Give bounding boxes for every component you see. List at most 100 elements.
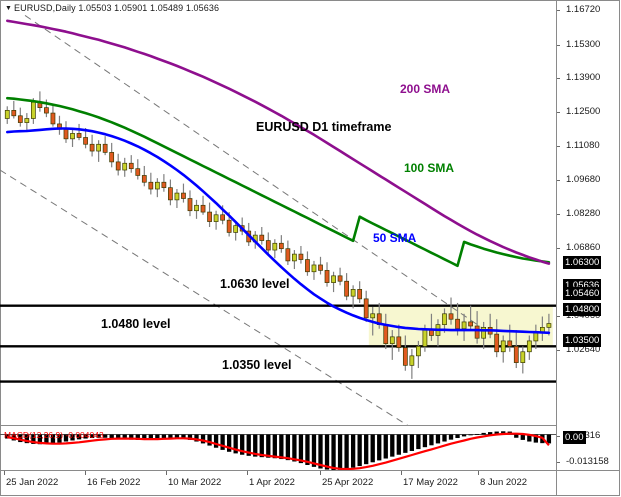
axis-tick <box>557 435 560 437</box>
candle-body <box>468 321 473 327</box>
candle-body <box>429 329 434 336</box>
price-axis-label: 1.13900 <box>557 72 600 83</box>
price-axis-label-highlighted: 1.06300 <box>563 256 602 269</box>
macd-histogram-bar <box>527 434 532 442</box>
macd-histogram-bar <box>357 434 362 467</box>
axis-tick <box>557 349 560 351</box>
annotation-level-1-0350: 1.0350 level <box>222 358 292 372</box>
macd-histogram-bar <box>246 434 251 456</box>
macd-signal-line <box>7 432 550 470</box>
annotation-chart-title: EURUSD D1 timeframe <box>256 120 392 134</box>
macd-histogram-bar <box>240 434 245 455</box>
candle-body <box>513 345 519 363</box>
candle-body <box>416 345 421 357</box>
macd-histogram-bar <box>266 434 271 458</box>
macd-histogram-bar <box>24 434 29 444</box>
candle-body <box>409 355 415 366</box>
candle-body <box>96 143 101 152</box>
sma-line-100-sma <box>6 96 551 268</box>
macd-histogram-bar <box>31 434 36 444</box>
macd-histogram-bar <box>350 434 356 468</box>
time-axis-label: 25 Jan 2022 <box>6 477 59 488</box>
candle-body <box>148 181 154 190</box>
macd-histogram-bar <box>292 434 297 462</box>
macd-histogram-bar <box>546 434 552 444</box>
axis-tick <box>557 247 560 249</box>
candle-body <box>207 211 212 222</box>
time-axis-label: 25 Apr 2022 <box>322 477 374 488</box>
price-axis-label: 1.08280 <box>557 208 601 219</box>
macd-histogram-bar <box>57 434 62 443</box>
lower-trendline <box>0 169 409 425</box>
candle-body <box>363 298 369 319</box>
price-axis-label-text: 1.06860 <box>566 242 601 253</box>
candle-body <box>83 137 88 145</box>
macd-histogram-bar <box>102 434 108 438</box>
candle-body <box>154 181 160 190</box>
macd-histogram-bar <box>455 434 460 439</box>
macd-histogram-bar <box>488 432 493 435</box>
macd-indicator-panel[interactable] <box>0 426 556 470</box>
candle-body <box>115 161 121 171</box>
macd-histogram-bar <box>226 434 232 452</box>
macd-histogram-bar <box>324 434 330 470</box>
macd-histogram-bar <box>285 434 291 461</box>
price-axis-label: 1.16720 <box>557 4 600 15</box>
price-axis-label: 1.11080 <box>557 140 600 151</box>
candle-body <box>259 234 265 241</box>
macd-histogram-bar <box>279 434 284 460</box>
macd-histogram-bar <box>383 434 388 459</box>
macd-histogram-bar <box>18 434 23 443</box>
time-axis-label: 17 May 2022 <box>403 477 458 488</box>
macd-histogram-bar <box>194 434 199 442</box>
macd-histogram-bar <box>318 434 323 469</box>
candle-body <box>233 225 239 233</box>
candle-body <box>70 133 75 140</box>
macd-axis-label: -0.013158 <box>557 456 609 467</box>
sma-line-200-sma <box>6 19 551 265</box>
macd-histogram-bar <box>96 434 101 438</box>
macd-histogram-bar <box>403 434 408 453</box>
annotation-level-1-0480: 1.0480 level <box>101 317 171 331</box>
macd-histogram-bar <box>435 434 441 444</box>
candle-body <box>194 204 199 212</box>
time-axis-label: 1 Apr 2022 <box>249 477 295 488</box>
macd-histogram-bar <box>311 434 317 467</box>
macd-histogram-bar <box>253 434 258 457</box>
candle-body <box>396 336 402 349</box>
time-axis-line <box>0 470 620 471</box>
candle-body <box>44 107 49 114</box>
candle-body <box>76 133 82 138</box>
candle-body <box>546 323 552 328</box>
candle-body <box>526 340 532 353</box>
axis-tick <box>557 461 560 463</box>
macd-histogram-bar <box>122 434 127 440</box>
macd-histogram-bar <box>168 434 173 439</box>
candle-body <box>383 324 389 344</box>
macd-histogram-bar <box>272 434 277 459</box>
candle-body <box>102 143 108 153</box>
candle-body <box>135 168 141 176</box>
axis-tick <box>557 179 560 181</box>
candle-body <box>17 115 23 123</box>
macd-histogram-bar <box>259 434 264 458</box>
macd-histogram-bar <box>70 434 75 441</box>
macd-histogram-bar <box>494 431 499 435</box>
price-axis-label: 1.09680 <box>557 174 600 185</box>
price-axis-label-text: 1.08280 <box>566 208 601 219</box>
candle-body <box>337 275 343 282</box>
axis-tick <box>557 315 560 317</box>
candle-body <box>200 204 206 213</box>
time-axis-tick <box>166 471 167 475</box>
candle-body <box>494 333 500 353</box>
price-chart-plot[interactable] <box>0 10 556 425</box>
time-axis-label: 10 Mar 2022 <box>168 477 222 488</box>
macd-histogram-bar <box>213 434 219 448</box>
macd-histogram-bar <box>109 434 114 439</box>
macd-histogram-bar <box>83 434 88 439</box>
candle-body <box>50 112 56 125</box>
collapse-triangle-icon[interactable]: ▼ <box>5 5 13 12</box>
candle-body <box>181 192 186 199</box>
candle-body <box>141 175 147 183</box>
